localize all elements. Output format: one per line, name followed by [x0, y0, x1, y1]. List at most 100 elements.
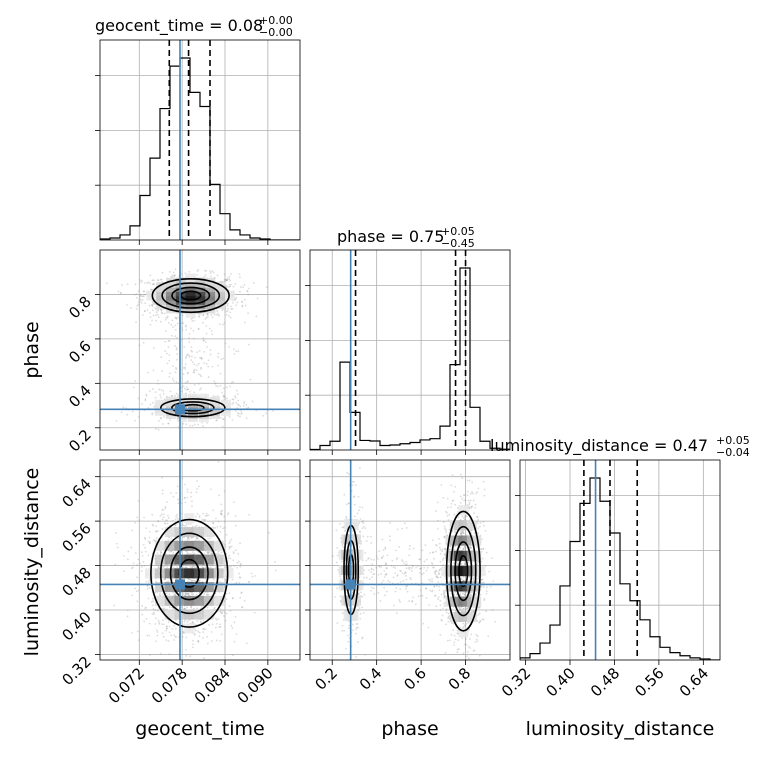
scatter-phase-luminosity-distance-panel: 0.2 0.4 0.6 0.8 [305, 459, 511, 694]
y-tick-label: 0.8 [65, 293, 95, 323]
x-axis-label-geocent-time: geocent_time [135, 718, 264, 740]
histogram-step [100, 57, 300, 240]
density-cell [154, 540, 165, 551]
title-geocent-time: geocent_time = 0.08 [95, 16, 263, 36]
axes-frame [309, 249, 511, 451]
density-cell [184, 568, 195, 579]
histogram-step [520, 477, 720, 660]
density-cell [466, 611, 477, 622]
x-axis-label-phase: phase [381, 718, 438, 740]
density-cell [205, 277, 216, 288]
density-cell [184, 527, 195, 538]
axes-frame [99, 459, 301, 661]
title-phase-minus: −0.45 [441, 237, 475, 250]
density-cell [164, 582, 175, 593]
density-cell [203, 595, 214, 606]
contour-level [151, 278, 230, 314]
density-cell [184, 595, 195, 606]
density-cell [194, 582, 205, 593]
density-cell [164, 527, 175, 538]
density-cell [195, 277, 206, 288]
histogram-step [310, 267, 510, 450]
axes-frame [519, 459, 721, 661]
density-cell [215, 282, 226, 292]
axes-frame [99, 39, 301, 241]
density-cell [166, 277, 177, 288]
y-tick-label: 0.56 [58, 519, 94, 555]
density-cell [175, 277, 186, 288]
density-cell [194, 595, 205, 606]
y-tick-label: 0.48 [58, 564, 94, 600]
x-tick-label: 0.2 [311, 664, 341, 694]
y-tick-label: 0.40 [58, 608, 94, 644]
density-cell [154, 595, 165, 606]
density-cell [154, 399, 165, 410]
scatter-geocent-time-luminosity-distance-panel: 0.072 0.078 0.084 0.090 0.32 0.40 0.48 0.56 0.64 [58, 459, 301, 707]
hist-luminosity-distance-panel: 0.32 0.40 0.48 0.56 0.64 [498, 459, 721, 700]
density-cell [156, 282, 167, 292]
y-axis-label-phase: phase [21, 321, 43, 378]
x-tick-label: 0.6 [400, 664, 430, 694]
density-cell [164, 540, 175, 551]
density-cell [146, 290, 157, 301]
truth-marker [175, 404, 185, 415]
x-tick-label: 0.8 [445, 664, 475, 694]
contours [150, 518, 229, 628]
density-cell [213, 595, 224, 606]
x-tick-label: 0.56 [631, 664, 667, 700]
x-tick-label: 0.40 [542, 664, 578, 700]
density-cell [154, 582, 165, 593]
axes-frame [99, 249, 301, 451]
x-tick-label: 0.64 [676, 664, 712, 700]
density-cell [203, 540, 214, 551]
x-tick-label: 0.072 [105, 664, 148, 707]
x-axis-label-luminosity-distance: luminosity_distance [526, 718, 715, 740]
contour-level [180, 290, 202, 301]
density-cell [145, 568, 155, 579]
density-cell [213, 568, 224, 579]
y-tick-label: 0.4 [65, 381, 95, 411]
density-cell [164, 609, 175, 620]
density-cell [203, 554, 214, 565]
scatter-geocent-time-phase-panel: 0.2 0.4 0.6 0.8 [65, 249, 301, 456]
density-cell [154, 568, 165, 579]
contour-level [171, 401, 215, 415]
contour-level [150, 518, 229, 628]
y-tick-label: 0.64 [58, 475, 94, 511]
density-cell [471, 581, 482, 592]
density-cell [194, 609, 205, 620]
density-cell [213, 554, 224, 565]
y-axis-label-luminosity-distance: luminosity_distance [21, 468, 43, 657]
y-tick-label: 0.6 [65, 337, 95, 367]
density-cell [458, 627, 469, 638]
y-tick-label: 0.32 [58, 653, 94, 689]
density-cell [213, 540, 224, 551]
contour-level [171, 286, 211, 305]
x-tick-label: 0.084 [191, 664, 234, 707]
density-cell [471, 550, 482, 561]
density-cell [213, 582, 224, 593]
hist-phase-panel [305, 249, 511, 455]
y-tick-label: 0.2 [65, 426, 95, 456]
contour-level [445, 510, 481, 632]
title-luminosity-distance-minus: −0.04 [716, 446, 750, 459]
density-cell [225, 290, 235, 301]
title-luminosity-distance-plus: +0.05 [716, 434, 750, 447]
title-phase: phase = 0.75 [337, 227, 444, 246]
x-tick-label: 0.32 [498, 664, 534, 700]
contour-level [450, 525, 477, 617]
axes-frame [309, 459, 511, 661]
contour-level [161, 282, 221, 309]
title-phase-plus: +0.05 [441, 225, 475, 238]
density-cell [458, 505, 469, 515]
density-cell [164, 595, 175, 606]
density-cell [466, 520, 477, 531]
density-cell [184, 540, 195, 551]
density-cell [164, 554, 175, 565]
contour-level [454, 541, 473, 602]
density-cell [194, 527, 205, 538]
x-tick-label: 0.48 [587, 664, 623, 700]
truth-marker [345, 579, 356, 590]
density-cell [471, 596, 482, 607]
